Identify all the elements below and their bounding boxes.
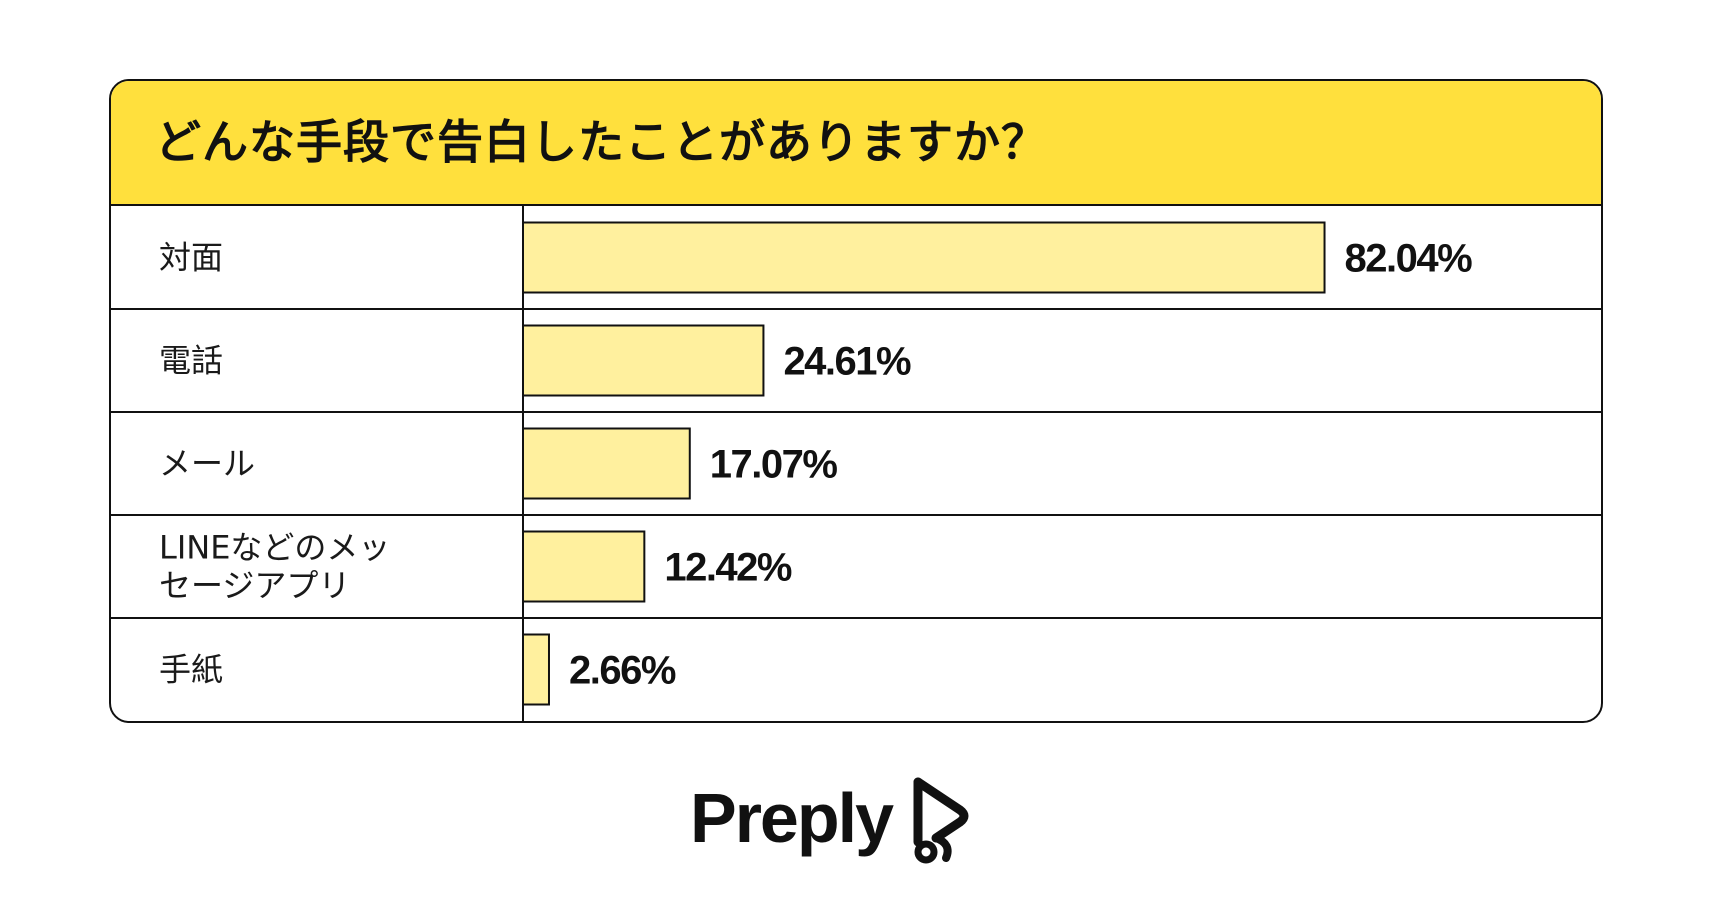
- bar: [522, 324, 765, 397]
- bar-chart: 対面 82.04% 電話 24.61% メール 17.07% LINEなどのメッセージアプリ…: [111, 206, 1601, 721]
- category-label: LINEなどのメッ: [159, 529, 390, 567]
- category-label: 手紙: [159, 651, 223, 689]
- category-label: セージアプリ: [159, 567, 350, 605]
- bar: [522, 530, 646, 603]
- bar: [522, 633, 550, 706]
- chart-title: どんな手段で告白したことがありますか？: [155, 115, 1048, 169]
- chart-card: どんな手段で告白したことがありますか？ 対面 82.04% 電話 24.61% メール 1…: [109, 79, 1603, 723]
- value-label: 17.07%: [710, 443, 838, 487]
- logo-wordmark: Preply: [690, 779, 894, 857]
- bar: [522, 221, 1326, 294]
- value-label: 82.04%: [1345, 237, 1473, 281]
- bar: [522, 427, 691, 500]
- category-label: 対面: [159, 239, 223, 277]
- preply-logo: Preply: [690, 770, 974, 866]
- category-label: メール: [159, 445, 255, 483]
- value-label: 12.42%: [664, 546, 792, 590]
- preply-mark-icon: [913, 777, 969, 864]
- value-label: 2.66%: [569, 649, 676, 693]
- value-label: 24.61%: [783, 340, 911, 384]
- chart-header: どんな手段で告白したことがありますか？: [111, 81, 1601, 206]
- category-label: 電話: [159, 342, 223, 380]
